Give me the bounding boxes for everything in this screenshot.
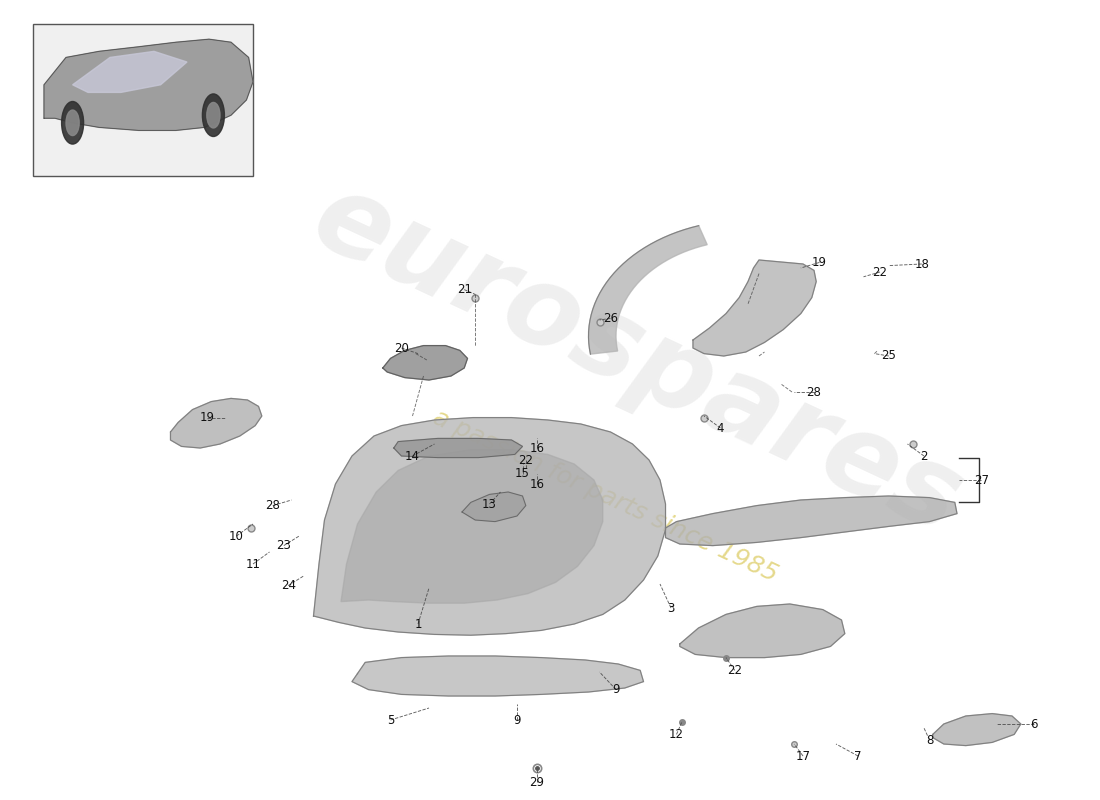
Ellipse shape <box>202 94 224 137</box>
Text: 10: 10 <box>229 530 244 542</box>
Text: 5: 5 <box>387 714 394 726</box>
Text: 11: 11 <box>245 558 261 570</box>
Text: 28: 28 <box>806 386 822 398</box>
Text: 12: 12 <box>669 728 684 741</box>
Text: 2: 2 <box>921 450 927 462</box>
Text: 21: 21 <box>456 283 472 296</box>
Text: 4: 4 <box>717 422 724 434</box>
Polygon shape <box>693 260 816 356</box>
Polygon shape <box>666 496 957 546</box>
Polygon shape <box>394 438 522 458</box>
Text: 16: 16 <box>529 442 544 454</box>
Polygon shape <box>341 450 603 603</box>
Text: 15: 15 <box>515 467 530 480</box>
Text: 22: 22 <box>518 454 534 466</box>
Text: 27: 27 <box>974 474 989 486</box>
Text: 3: 3 <box>668 602 674 614</box>
Text: 28: 28 <box>265 499 280 512</box>
Text: 9: 9 <box>613 683 619 696</box>
Text: 14: 14 <box>405 450 420 462</box>
Text: 17: 17 <box>795 750 811 762</box>
Polygon shape <box>314 418 666 635</box>
Text: 8: 8 <box>926 734 933 746</box>
Polygon shape <box>462 492 526 522</box>
Ellipse shape <box>62 102 84 144</box>
Text: 22: 22 <box>872 266 888 278</box>
Bar <box>33 24 253 176</box>
Text: 22: 22 <box>727 664 742 677</box>
Text: 13: 13 <box>482 498 497 510</box>
Polygon shape <box>44 39 253 130</box>
Text: a passion for parts since 1985: a passion for parts since 1985 <box>429 406 781 586</box>
Text: 9: 9 <box>514 714 520 726</box>
Text: eurospares: eurospares <box>297 163 979 557</box>
Text: 7: 7 <box>855 750 861 762</box>
Text: 16: 16 <box>529 478 544 490</box>
Ellipse shape <box>207 102 220 128</box>
Text: 6: 6 <box>1031 718 1037 730</box>
Text: 18: 18 <box>914 258 929 270</box>
Polygon shape <box>588 226 707 354</box>
Text: 23: 23 <box>276 539 292 552</box>
Text: 19: 19 <box>199 411 214 424</box>
Polygon shape <box>933 714 1021 746</box>
Polygon shape <box>383 346 468 380</box>
Text: 20: 20 <box>394 342 409 354</box>
Polygon shape <box>73 51 187 92</box>
Polygon shape <box>680 604 845 658</box>
Text: 29: 29 <box>529 776 544 789</box>
Polygon shape <box>352 656 644 696</box>
Polygon shape <box>170 398 262 448</box>
Text: 1: 1 <box>415 618 421 630</box>
Text: 19: 19 <box>812 256 827 269</box>
Ellipse shape <box>66 110 79 135</box>
Text: 26: 26 <box>603 312 618 325</box>
Text: 25: 25 <box>881 350 896 362</box>
Text: 24: 24 <box>280 579 296 592</box>
